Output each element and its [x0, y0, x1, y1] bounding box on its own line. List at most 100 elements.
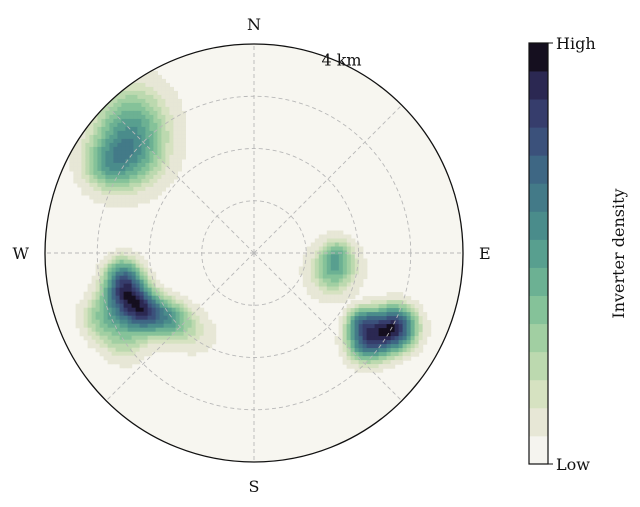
density-cell — [123, 271, 129, 277]
density-cell — [346, 356, 352, 361]
density-cell — [350, 316, 356, 321]
density-cell — [101, 198, 106, 204]
density-cell — [125, 146, 130, 152]
density-cell — [115, 299, 121, 305]
density-cell — [370, 296, 376, 301]
density-cell — [179, 335, 185, 341]
density-cell — [105, 114, 110, 120]
density-cell — [107, 251, 113, 257]
density-cell — [139, 343, 145, 349]
density-cell — [151, 347, 157, 353]
density-cell — [390, 352, 396, 357]
density-cell — [153, 102, 158, 108]
density-cell — [141, 150, 146, 156]
density-cell — [165, 98, 170, 104]
density-cell — [133, 90, 138, 96]
density-cell — [115, 347, 121, 353]
density-cell — [105, 166, 110, 172]
density-cell — [183, 311, 189, 317]
density-cell — [113, 178, 118, 184]
density-cell — [191, 319, 197, 325]
density-cell — [167, 303, 173, 309]
density-cell — [326, 278, 332, 284]
density-cell — [81, 190, 86, 196]
density-cell — [137, 174, 142, 180]
density-cell — [402, 324, 408, 329]
density-cell — [143, 303, 149, 309]
density-cell — [87, 307, 93, 313]
density-cell — [378, 332, 384, 337]
density-cell — [350, 336, 356, 341]
density-cell — [111, 351, 117, 357]
hotspot-north-west — [69, 66, 186, 208]
density-cell — [342, 282, 348, 288]
density-cell — [139, 331, 145, 337]
density-cell — [358, 344, 364, 349]
density-cell — [135, 335, 141, 341]
density-cell — [181, 122, 186, 128]
density-cell — [350, 364, 356, 369]
density-cell — [161, 150, 166, 156]
density-cell — [111, 295, 117, 301]
polar-grid — [45, 44, 463, 462]
density-cell — [181, 142, 186, 148]
density-cell — [203, 347, 209, 353]
density-cell — [346, 360, 352, 365]
density-cell — [362, 262, 368, 268]
density-cell — [306, 282, 312, 288]
density-cell — [171, 319, 177, 325]
density-cell — [83, 295, 89, 301]
density-cell — [123, 303, 129, 309]
density-cell — [406, 356, 412, 361]
density-cell — [211, 335, 217, 341]
density-cell — [77, 126, 82, 132]
density-cell — [346, 324, 352, 329]
density-cell — [89, 174, 94, 180]
density-cell — [81, 118, 86, 124]
density-cell — [410, 352, 416, 357]
density-cell — [113, 86, 118, 92]
density-cell — [426, 320, 432, 325]
density-cell — [386, 344, 392, 349]
density-cell — [117, 174, 122, 180]
density-cell — [330, 242, 336, 248]
density-cell — [117, 74, 122, 80]
density-cell — [181, 154, 186, 160]
density-cell — [153, 82, 158, 88]
density-cell — [302, 282, 308, 288]
density-cell — [121, 130, 126, 136]
density-cell — [131, 291, 137, 297]
density-cell — [159, 343, 165, 349]
density-cell — [119, 359, 125, 365]
density-cell — [151, 315, 157, 321]
density-cell — [362, 274, 368, 280]
density-cell — [97, 154, 102, 160]
density-cell — [115, 283, 121, 289]
density-cell — [390, 312, 396, 317]
density-cell — [398, 292, 404, 297]
density-cell — [137, 154, 142, 160]
density-cell — [137, 182, 142, 188]
density-cell — [338, 242, 344, 248]
density-cell — [105, 170, 110, 176]
density-cell — [107, 307, 113, 313]
density-cell — [89, 146, 94, 152]
density-cell — [171, 307, 177, 313]
density-cell — [121, 110, 126, 116]
density-cell — [103, 279, 109, 285]
density-cell — [113, 122, 118, 128]
density-cell — [326, 298, 332, 304]
density-cell — [322, 290, 328, 296]
density-cell — [177, 146, 182, 152]
density-cell — [177, 106, 182, 112]
density-cell — [370, 364, 376, 369]
colorbar-label: Inverter density — [609, 188, 628, 318]
density-cell — [81, 170, 86, 176]
density-cell — [342, 360, 348, 365]
density-cell — [310, 246, 316, 252]
colorbar-band — [529, 239, 548, 268]
density-cell — [109, 190, 114, 196]
density-cell — [123, 291, 129, 297]
density-cell — [346, 320, 352, 325]
density-cell — [157, 126, 162, 132]
